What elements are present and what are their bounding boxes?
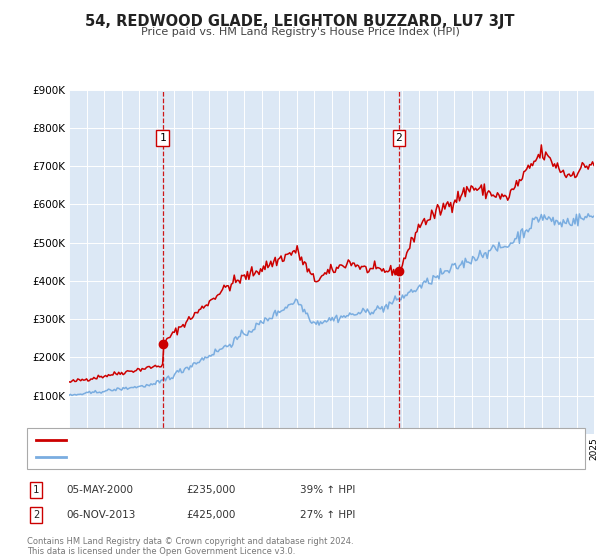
Text: 2: 2 (395, 133, 402, 143)
Text: This data is licensed under the Open Government Licence v3.0.: This data is licensed under the Open Gov… (27, 547, 295, 556)
Text: Contains HM Land Registry data © Crown copyright and database right 2024.: Contains HM Land Registry data © Crown c… (27, 537, 353, 546)
Text: 1: 1 (159, 133, 166, 143)
Text: 27% ↑ HPI: 27% ↑ HPI (300, 510, 355, 520)
Text: £425,000: £425,000 (186, 510, 235, 520)
Text: 54, REDWOOD GLADE, LEIGHTON BUZZARD, LU7 3JT (detached house): 54, REDWOOD GLADE, LEIGHTON BUZZARD, LU7… (72, 435, 442, 445)
Text: HPI: Average price, detached house, Central Bedfordshire: HPI: Average price, detached house, Cent… (72, 452, 373, 463)
Text: 06-NOV-2013: 06-NOV-2013 (66, 510, 136, 520)
Text: 1: 1 (33, 485, 39, 495)
Text: 54, REDWOOD GLADE, LEIGHTON BUZZARD, LU7 3JT: 54, REDWOOD GLADE, LEIGHTON BUZZARD, LU7… (85, 14, 515, 29)
Text: 39% ↑ HPI: 39% ↑ HPI (300, 485, 355, 495)
Text: 2: 2 (33, 510, 39, 520)
Text: £235,000: £235,000 (186, 485, 235, 495)
Text: Price paid vs. HM Land Registry's House Price Index (HPI): Price paid vs. HM Land Registry's House … (140, 27, 460, 37)
Text: 05-MAY-2000: 05-MAY-2000 (66, 485, 133, 495)
